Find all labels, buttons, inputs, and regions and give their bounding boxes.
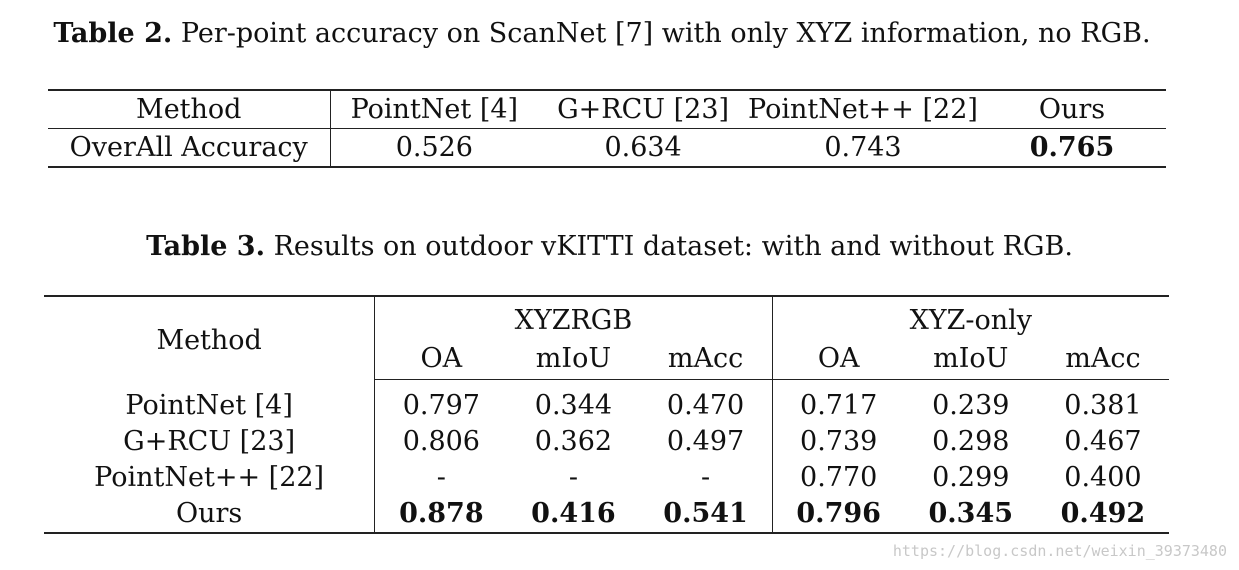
- table3-cell: 0.806: [402, 426, 480, 457]
- table3-cell-best: 0.796: [796, 498, 881, 529]
- table3-subheader-oa: OA: [772, 339, 905, 380]
- table3-cell-best: 0.345: [928, 498, 1014, 529]
- table2-row-label: OverAll Accuracy: [48, 128, 331, 167]
- table2-caption-label: Table 2.: [53, 18, 173, 49]
- table3-group-xyzrgb: XYZRGB: [374, 296, 773, 339]
- table2-header-pointnet: PointNet [4]: [330, 90, 539, 129]
- table3-subheader-macc: mAcc: [1036, 339, 1169, 380]
- table2-header-grcu: G+RCU [23]: [538, 90, 748, 129]
- table2: Method PointNet [4] G+RCU [23] PointNet+…: [48, 89, 1166, 168]
- table3-cell: 0.362: [534, 426, 613, 457]
- table3-cell-best: 0.878: [399, 498, 484, 529]
- table2-cell: 0.634: [604, 132, 682, 163]
- table3-header-method: Method: [44, 296, 376, 380]
- table3-cell: 0.239: [932, 390, 1010, 421]
- table2-header-ours: Ours: [977, 90, 1166, 129]
- table3-group-xyz-only: XYZ-only: [909, 305, 1033, 336]
- watermark: https://blog.csdn.net/weixin_39373480: [892, 542, 1227, 560]
- table3-cell: 0.497: [639, 424, 773, 460]
- table3-subheader-miou: mIoU: [904, 339, 1037, 380]
- table3-caption: Table 3. Results on outdoor vKITTI datas…: [0, 231, 1229, 263]
- table-row: G+RCU [23] 0.806 0.362 0.497 0.739 0.298…: [44, 424, 1169, 460]
- table3-cell: 0.770: [800, 462, 878, 493]
- table3-cell: 0.344: [534, 390, 613, 421]
- table2-header-pointnetpp: PointNet++ [22]: [748, 90, 978, 129]
- table2-row-accuracy: OverAll Accuracy 0.526 0.634 0.743 0.765: [48, 128, 1166, 167]
- table3-cell: 0.739: [800, 426, 878, 457]
- table2-header-method: Method: [48, 90, 331, 129]
- table3-method: G+RCU [23]: [44, 424, 376, 460]
- table3-cell: 0.470: [639, 379, 773, 424]
- table3-subheader-row: OA mIoU mAcc OA mIoU mAcc: [44, 339, 1169, 380]
- table2-caption: Table 2. Per-point accuracy on ScanNet […: [22, 18, 1182, 50]
- table3-cell-best: 0.492: [1060, 498, 1146, 529]
- table3-cell: -: [639, 460, 773, 496]
- table3-cell-best: 0.416: [531, 498, 616, 529]
- table3-cell: 0.299: [932, 462, 1010, 493]
- table3-cell-best: 0.541: [639, 496, 773, 533]
- table3-method: Ours: [44, 496, 376, 533]
- table3-subheader-oa: OA: [374, 339, 508, 380]
- table3-cell: 0.400: [1064, 462, 1142, 493]
- table-row: PointNet++ [22] - - - 0.770 0.299 0.400: [44, 460, 1169, 496]
- table2-header-row: Method PointNet [4] G+RCU [23] PointNet+…: [48, 90, 1166, 129]
- table3-cell: 0.467: [1064, 426, 1142, 457]
- table-row: PointNet [4] 0.797 0.344 0.470 0.717 0.2…: [44, 379, 1169, 424]
- table3-cell: -: [568, 462, 578, 493]
- table3-cell: 0.298: [932, 426, 1010, 457]
- table2-cell: 0.743: [824, 132, 902, 163]
- table3-cell: 0.797: [402, 390, 480, 421]
- table2-cell: 0.526: [395, 132, 473, 163]
- table3-method: PointNet [4]: [44, 379, 376, 424]
- table3-cell: 0.717: [800, 390, 878, 421]
- table2-caption-text: Per-point accuracy on ScanNet [7] with o…: [180, 18, 1151, 49]
- table2-cell-best: 0.765: [1029, 132, 1115, 163]
- table3-cell: -: [436, 462, 446, 493]
- table3-subheader-macc: mAcc: [639, 339, 773, 380]
- table3-cell: 0.381: [1064, 390, 1142, 421]
- table-row: Ours 0.878 0.416 0.541 0.796 0.345 0.492: [44, 496, 1169, 533]
- table3-caption-label: Table 3.: [146, 231, 265, 262]
- table3-caption-text: Results on outdoor vKITTI dataset: with …: [273, 231, 1073, 262]
- table3-subheader-miou: mIoU: [507, 339, 640, 380]
- table3: Method XYZRGB XYZ-only OA mIoU mAcc OA m…: [44, 295, 1169, 534]
- table3-method: PointNet++ [22]: [44, 460, 376, 496]
- table3-group-header-row: Method XYZRGB XYZ-only: [44, 296, 1169, 380]
